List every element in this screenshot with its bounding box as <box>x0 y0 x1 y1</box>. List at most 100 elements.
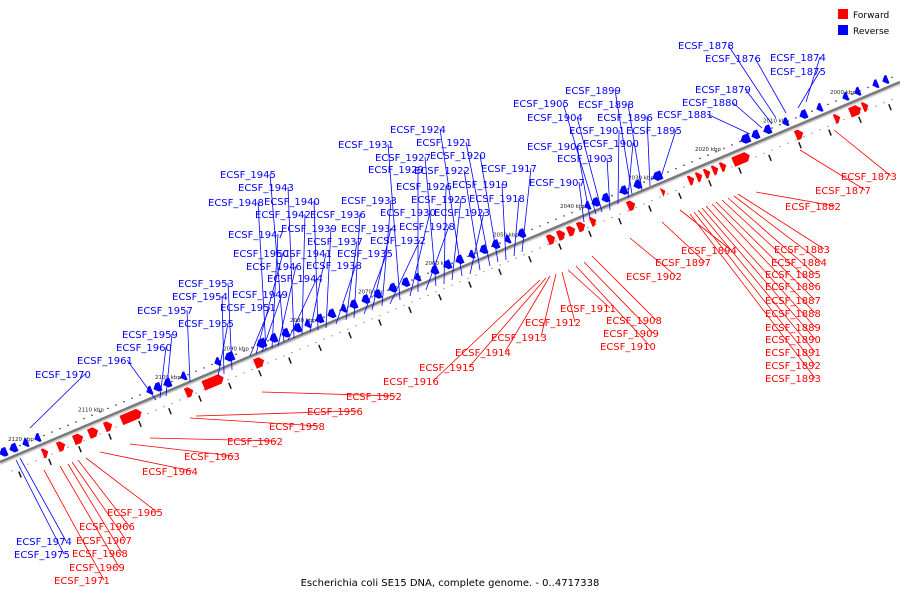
tick-label: 2030 kbp <box>628 175 654 181</box>
leader-line <box>353 213 361 319</box>
lower-dot <box>675 189 677 192</box>
scale-dot <box>123 400 125 403</box>
scale-dot <box>195 370 197 373</box>
scale-dot <box>67 424 69 427</box>
gene-label: ECSF_1929 <box>368 165 424 176</box>
lower-dot <box>891 98 893 101</box>
leader-line <box>583 261 654 334</box>
lower-dot <box>395 308 397 310</box>
reverse-gene <box>256 337 268 349</box>
leader-line <box>149 437 278 442</box>
forward-gene <box>555 230 566 241</box>
reverse-gene <box>882 74 890 84</box>
scale-dot <box>731 144 733 146</box>
reverse-gene <box>633 179 643 190</box>
forward-gene <box>565 225 576 237</box>
leader-line <box>614 89 633 195</box>
forward-gene <box>686 175 695 186</box>
leader-line <box>217 322 229 377</box>
lower-dot <box>299 348 301 351</box>
reverse-gene-arrow <box>256 337 268 349</box>
lower-dot <box>235 375 237 378</box>
reverse-gene <box>816 102 824 112</box>
forward-gene <box>252 357 265 369</box>
leader-line <box>705 205 816 328</box>
reverse-gene-arrow <box>373 288 383 299</box>
lower-dot <box>651 200 653 202</box>
lower-dot <box>83 439 85 442</box>
leader-line <box>805 56 821 103</box>
leader-line <box>797 70 821 109</box>
leader-line <box>424 156 437 287</box>
gene-label: ECSF_1942 <box>255 210 311 221</box>
leader-line <box>689 213 816 379</box>
gene-label: ECSF_1900 <box>583 139 639 150</box>
reverse-gene-arrow <box>0 446 9 457</box>
frame-mark <box>198 395 202 402</box>
lower-dot <box>587 227 589 229</box>
leader-line <box>697 209 816 353</box>
reverse-gene <box>443 259 453 270</box>
lower-dot <box>763 152 765 155</box>
reverse-gene-arrow <box>443 259 453 270</box>
reverse-gene <box>854 86 862 96</box>
scale-dot <box>827 103 829 106</box>
gene-label: ECSF_1971 <box>54 576 110 587</box>
gene-label: ECSF_1944 <box>267 274 323 285</box>
reverse-gene <box>455 254 465 265</box>
gene-label: ECSF_1874 <box>770 53 826 64</box>
forward-gene <box>793 129 804 141</box>
reverse-gene-arrow <box>214 356 222 366</box>
legend-forward: Forward <box>838 9 889 21</box>
gene-label: ECSF_1937 <box>307 237 363 248</box>
leader-line <box>221 295 225 375</box>
scale-dot <box>891 76 893 79</box>
frame-mark <box>228 382 232 390</box>
scale-dot <box>235 353 237 356</box>
reverse-gene-arrow <box>601 192 611 203</box>
gene-label: ECSF_1909 <box>603 329 659 340</box>
leader-line <box>195 410 358 417</box>
leader-line <box>591 255 657 321</box>
lower-dot <box>11 470 13 472</box>
lower-dot <box>315 341 317 344</box>
reverse-gene <box>740 133 752 144</box>
gene-label: ECSF_1969 <box>69 563 125 574</box>
forward-gene-arrow <box>686 175 695 186</box>
leader-line <box>833 129 892 177</box>
reverse-gene <box>146 385 154 395</box>
gene-label: ECSF_1897 <box>655 258 711 269</box>
leader-line <box>99 451 193 472</box>
lower-dot <box>451 284 453 286</box>
scale-dot <box>187 373 189 376</box>
forward-gene <box>102 421 113 433</box>
genome-title: Escherichia coli SE15 DNA, complete geno… <box>300 578 600 589</box>
scale-dot <box>667 171 669 173</box>
leader-line <box>576 145 591 219</box>
scale-dot <box>43 434 45 437</box>
lower-dot <box>275 358 277 361</box>
reverse-swatch <box>838 25 848 35</box>
frame-mark <box>468 281 472 288</box>
reverse-gene-arrow <box>349 299 359 309</box>
gene-label: ECSF_1954 <box>172 292 228 303</box>
scale-dot <box>547 221 549 224</box>
lower-dot <box>283 355 285 357</box>
reverse-gene <box>619 185 629 195</box>
gene-label: ECSF_1917 <box>481 164 537 175</box>
reverse-gene-arrow <box>842 91 850 101</box>
leader-line <box>287 186 295 339</box>
frame-mark <box>738 167 742 174</box>
scale-dot <box>611 194 613 197</box>
forward-gene-arrow <box>201 374 224 391</box>
reverse-gene-arrow <box>414 272 422 282</box>
lower-dot <box>731 166 733 168</box>
legend-forward-label: Forward <box>853 11 890 21</box>
scale-dot <box>115 404 117 406</box>
gene-label: ECSF_1875 <box>770 67 826 78</box>
frame-mark <box>348 331 352 339</box>
scale-dot <box>851 93 853 96</box>
scale-dot <box>427 272 429 275</box>
scale-dot <box>499 242 501 244</box>
gene-label: ECSF_1913 <box>491 333 547 344</box>
